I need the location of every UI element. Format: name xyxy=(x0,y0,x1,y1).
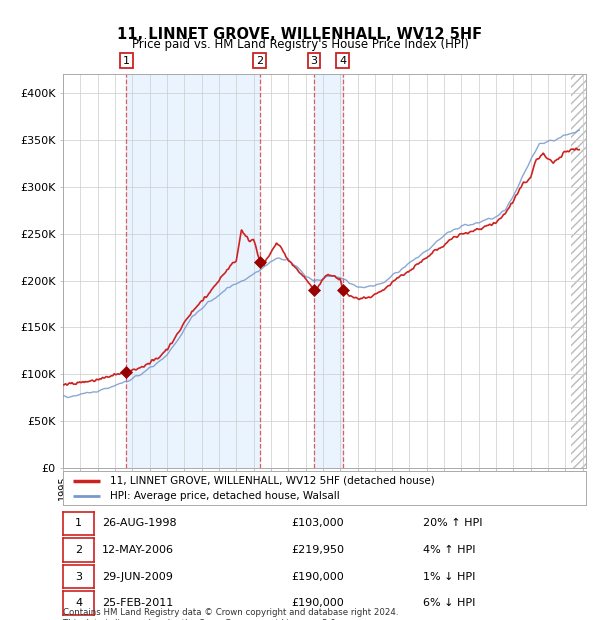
Text: 20% ↑ HPI: 20% ↑ HPI xyxy=(423,518,482,528)
Bar xyxy=(314,74,343,468)
Text: 11, LINNET GROVE, WILLENHALL, WV12 5HF: 11, LINNET GROVE, WILLENHALL, WV12 5HF xyxy=(118,27,482,42)
Text: 25-FEB-2011: 25-FEB-2011 xyxy=(102,598,173,608)
Text: 4: 4 xyxy=(75,598,82,608)
Text: £103,000: £103,000 xyxy=(291,518,344,528)
Text: Contains HM Land Registry data © Crown copyright and database right 2024.: Contains HM Land Registry data © Crown c… xyxy=(63,608,398,617)
Text: 26-AUG-1998: 26-AUG-1998 xyxy=(102,518,176,528)
Text: 1: 1 xyxy=(123,56,130,66)
Text: 3: 3 xyxy=(311,56,317,66)
Text: £190,000: £190,000 xyxy=(291,572,344,582)
Bar xyxy=(571,74,595,468)
Text: 6% ↓ HPI: 6% ↓ HPI xyxy=(423,598,475,608)
Text: 2: 2 xyxy=(256,56,263,66)
Text: 3: 3 xyxy=(75,572,82,582)
Bar xyxy=(126,74,260,468)
Text: 1: 1 xyxy=(75,518,82,528)
Text: 4: 4 xyxy=(339,56,346,66)
Text: 12-MAY-2006: 12-MAY-2006 xyxy=(102,545,174,555)
Text: 29-JUN-2009: 29-JUN-2009 xyxy=(102,572,173,582)
Text: £219,950: £219,950 xyxy=(291,545,344,555)
Text: 2: 2 xyxy=(75,545,82,555)
Text: 11, LINNET GROVE, WILLENHALL, WV12 5HF (detached house): 11, LINNET GROVE, WILLENHALL, WV12 5HF (… xyxy=(110,476,435,485)
Bar xyxy=(571,74,595,468)
Text: 4% ↑ HPI: 4% ↑ HPI xyxy=(423,545,476,555)
Text: HPI: Average price, detached house, Walsall: HPI: Average price, detached house, Wals… xyxy=(110,491,340,501)
Text: 1% ↓ HPI: 1% ↓ HPI xyxy=(423,572,475,582)
Text: Price paid vs. HM Land Registry's House Price Index (HPI): Price paid vs. HM Land Registry's House … xyxy=(131,38,469,51)
Text: This data is licensed under the Open Government Licence v3.0.: This data is licensed under the Open Gov… xyxy=(63,619,338,620)
Text: £190,000: £190,000 xyxy=(291,598,344,608)
